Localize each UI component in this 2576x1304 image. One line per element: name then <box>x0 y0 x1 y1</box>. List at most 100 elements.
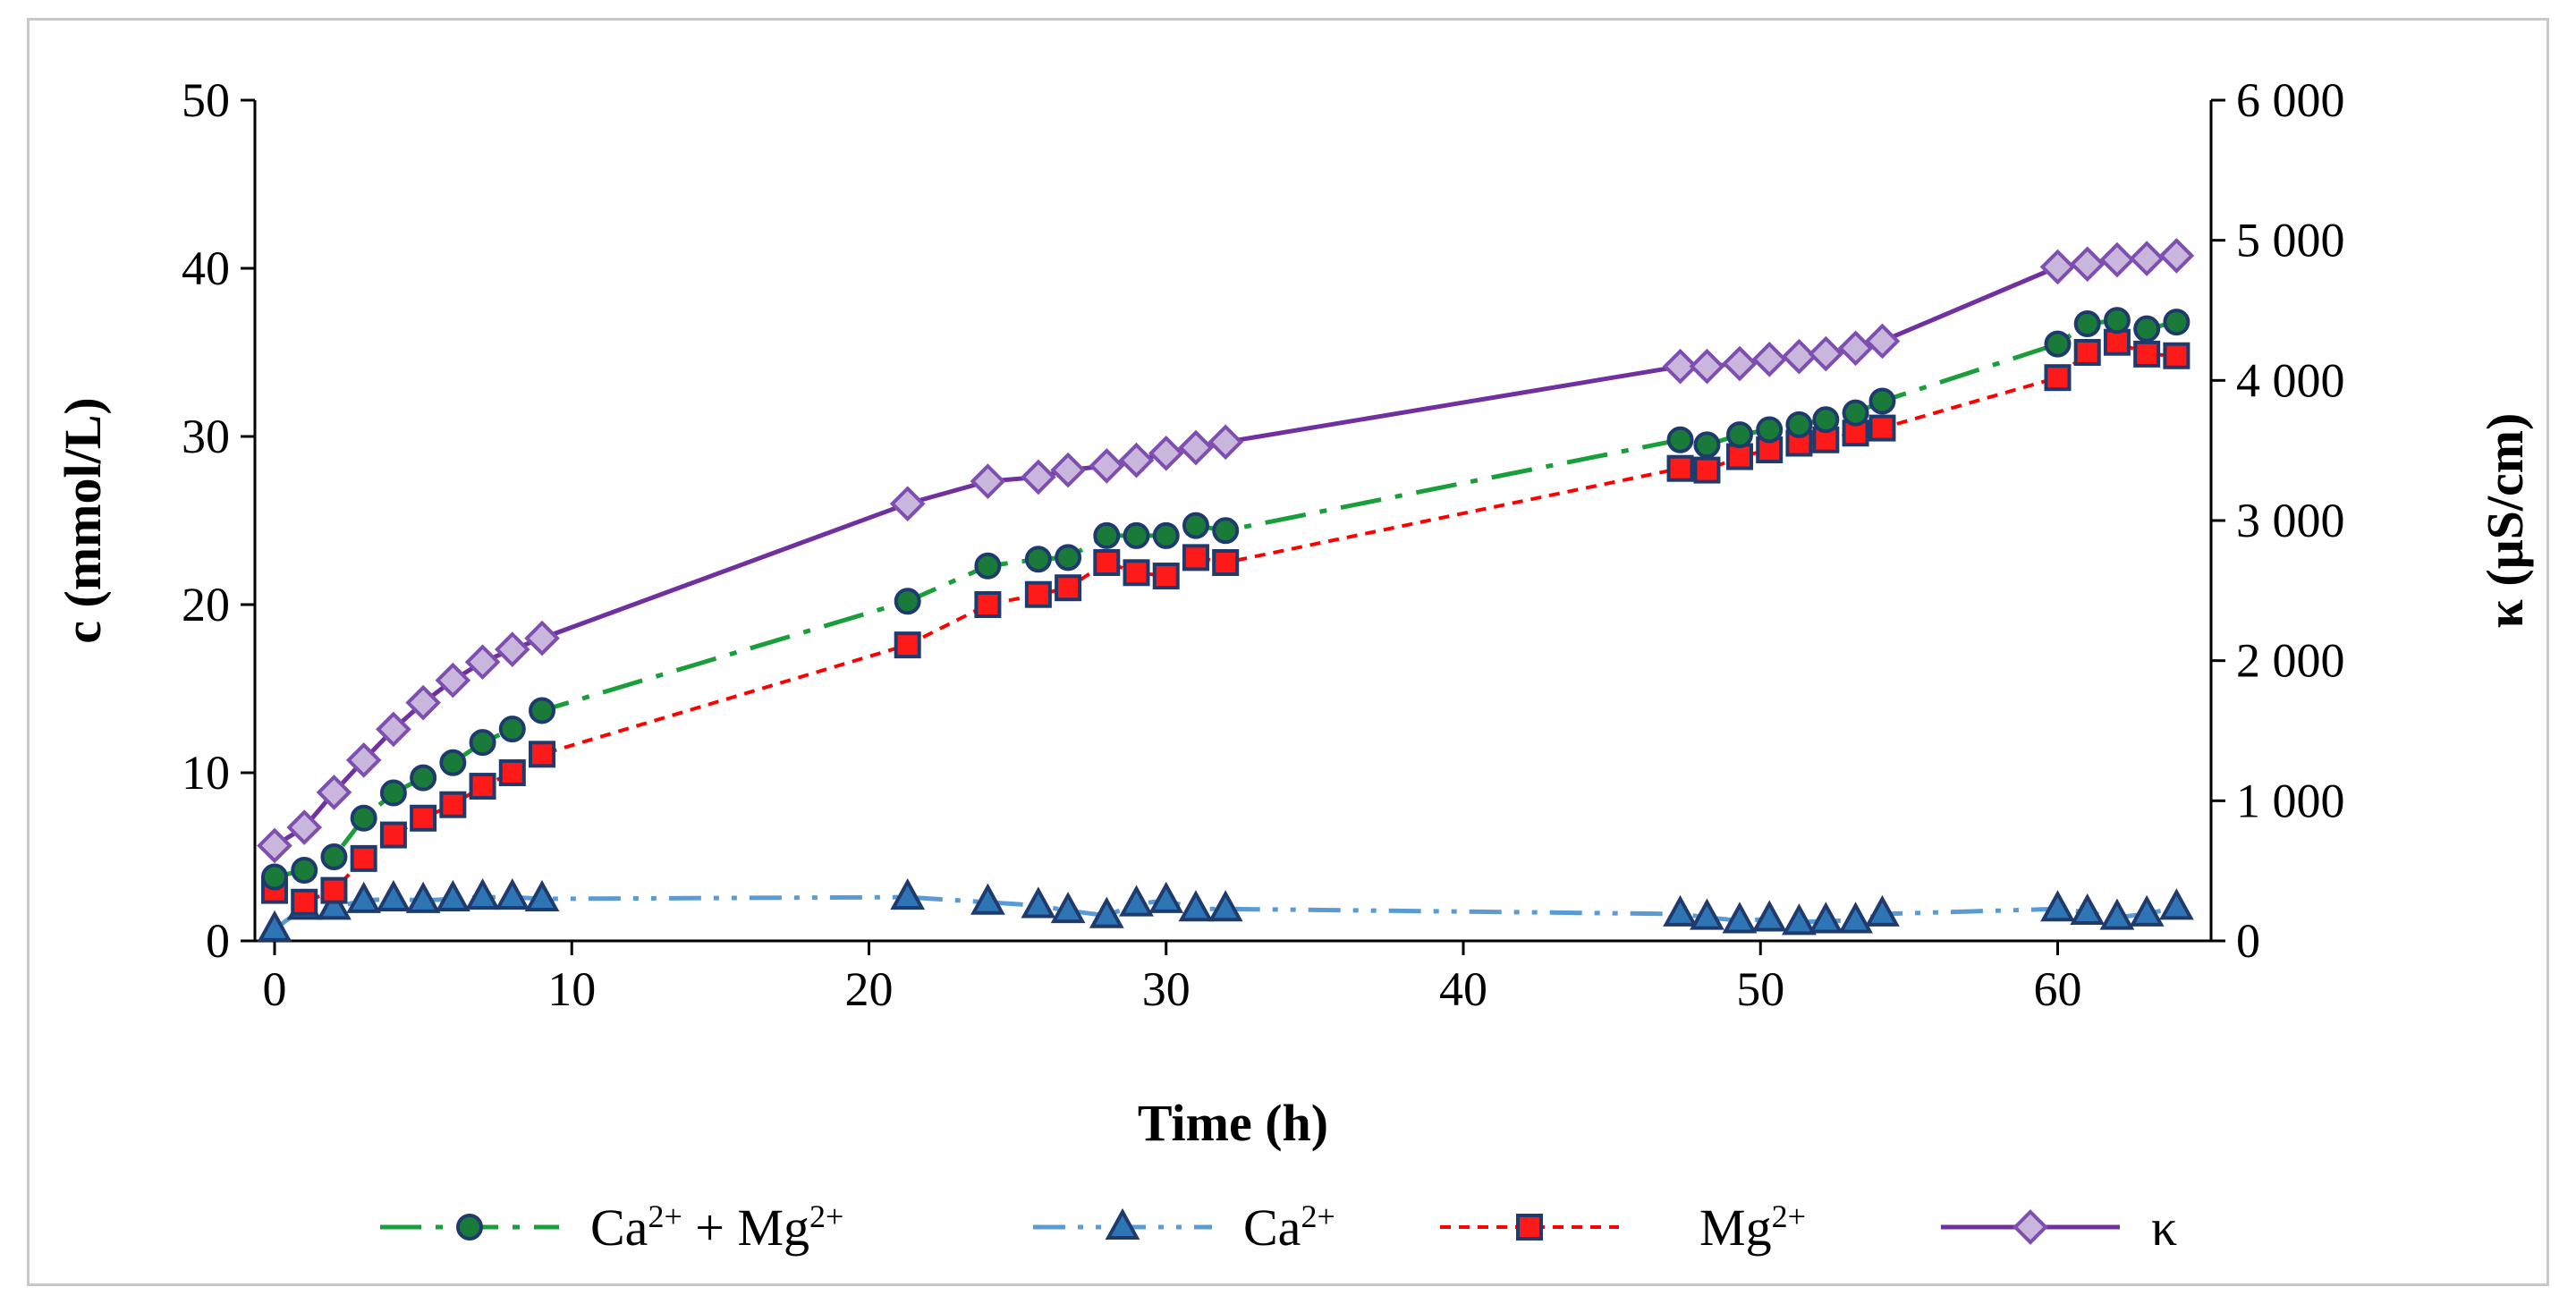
data-point-mg <box>1093 549 1121 576</box>
x-tick-label: 20 <box>844 962 893 1016</box>
data-point-camg <box>2103 307 2131 334</box>
data-point-camg <box>1093 521 1121 549</box>
data-point-kappa <box>1662 348 1699 385</box>
data-point-ca <box>376 879 411 911</box>
series-line-mg <box>274 340 2177 904</box>
data-point-camg <box>498 716 526 743</box>
left-y-tick-label: 30 <box>182 410 230 463</box>
data-point-camg <box>1812 406 1840 434</box>
left-y-tick-label: 10 <box>182 746 230 800</box>
right-y-tick-label: 3 000 <box>2236 494 2345 547</box>
data-point-mg <box>320 876 348 904</box>
data-point-ca <box>1751 900 1787 932</box>
data-point-camg <box>894 588 921 615</box>
legend-label-ca: Ca2+ <box>1243 1198 1335 1257</box>
data-point-ca <box>1208 890 1243 922</box>
legend-superscript: 2+ <box>809 1198 843 1234</box>
data-point-camg <box>469 729 496 757</box>
data-point-camg <box>1152 521 1180 549</box>
data-point-kappa <box>376 711 411 748</box>
data-point-ca <box>317 888 352 920</box>
data-point-kappa <box>257 827 292 864</box>
series-kappa <box>257 238 2195 864</box>
legend-marker-mg <box>1516 1214 1543 1240</box>
left-y-tick-label: 50 <box>182 73 230 127</box>
legend-label-mg: Mg2+ <box>1699 1198 1806 1257</box>
data-point-camg <box>1785 411 1813 438</box>
right-y-tick-label: 2 000 <box>2236 634 2345 688</box>
data-point-ca <box>1089 896 1124 928</box>
left-y-tick-label: 0 <box>206 914 230 968</box>
chart-frame <box>27 18 2549 1286</box>
data-point-camg <box>320 843 348 870</box>
data-point-mg <box>2133 340 2161 368</box>
x-tick-label: 40 <box>1439 962 1487 1016</box>
data-point-camg <box>410 764 437 792</box>
data-point-ca <box>2040 890 2075 922</box>
data-point-camg <box>1024 546 1052 573</box>
data-point-kappa <box>524 620 560 656</box>
data-point-ca <box>346 881 382 913</box>
data-point-kappa <box>1021 459 1056 495</box>
data-point-mg <box>1868 414 1896 442</box>
data-point-camg <box>2163 309 2190 336</box>
data-point-mg <box>291 888 318 916</box>
data-point-kappa <box>464 644 501 681</box>
legend-label-kappa: κ <box>2151 1198 2177 1257</box>
data-point-ca <box>890 877 926 910</box>
data-point-camg <box>291 857 318 885</box>
legend-marker-ca <box>1105 1207 1140 1240</box>
legend-text-part: + Mg <box>682 1198 809 1257</box>
x-tick-label: 60 <box>2033 962 2081 1016</box>
data-point-ca <box>1021 886 1056 919</box>
legend-superscript: 2+ <box>1772 1198 1806 1234</box>
data-point-ca <box>1178 890 1214 922</box>
data-point-kappa <box>1118 442 1155 478</box>
legend: Ca2+ + Mg2+ Ca2+ Mg2+ κ <box>380 1198 2177 1257</box>
x-tick-label: 0 <box>263 962 287 1016</box>
data-point-mg <box>2163 342 2190 369</box>
series-group <box>257 238 2195 942</box>
data-point-camg <box>974 552 1002 580</box>
data-point-ca <box>1690 898 1724 930</box>
data-point-kappa <box>1050 452 1086 488</box>
data-point-ca <box>435 879 470 911</box>
legend-label-camg: Ca2+ + Mg2+ <box>590 1198 843 1257</box>
data-point-ca <box>1838 902 1873 934</box>
data-point-camg <box>261 863 288 891</box>
data-point-mg <box>1693 456 1721 484</box>
series-ca <box>257 877 2194 942</box>
data-point-camg <box>1123 521 1150 549</box>
data-point-camg <box>379 779 407 807</box>
data-point-kappa <box>2158 238 2195 274</box>
legend-superscript: 2+ <box>648 1198 682 1234</box>
data-point-kappa <box>889 486 926 522</box>
data-point-kappa <box>405 684 441 721</box>
data-point-kappa <box>1178 429 1214 466</box>
data-point-ca <box>1808 902 1843 934</box>
series-mg <box>261 328 2190 916</box>
left-y-tick-label: 20 <box>182 578 230 631</box>
data-point-camg <box>1868 387 1896 415</box>
data-point-camg <box>350 804 377 832</box>
data-point-ca <box>1722 902 1758 934</box>
data-point-kappa <box>1837 330 1874 367</box>
data-point-mg <box>379 821 407 849</box>
data-point-camg <box>529 697 556 724</box>
legend-text-part: Ca <box>1243 1198 1301 1257</box>
data-point-camg <box>1182 512 1209 539</box>
data-point-mg <box>1212 549 1240 576</box>
left-y-axis-title: c (mmol/L) <box>54 397 112 643</box>
data-point-kappa <box>1089 448 1125 484</box>
legend-item-kappa: κ <box>1941 1198 2177 1257</box>
data-point-mg <box>1024 580 1052 608</box>
data-point-ca <box>2099 898 2135 930</box>
data-point-mg <box>350 844 377 872</box>
data-point-ca <box>1865 894 1900 927</box>
data-point-kappa <box>1722 345 1758 382</box>
data-point-camg <box>1666 426 1694 453</box>
data-point-ca <box>465 877 500 910</box>
data-point-kappa <box>1148 435 1184 471</box>
data-point-kappa <box>2099 241 2135 278</box>
data-point-ca <box>1663 894 1698 927</box>
